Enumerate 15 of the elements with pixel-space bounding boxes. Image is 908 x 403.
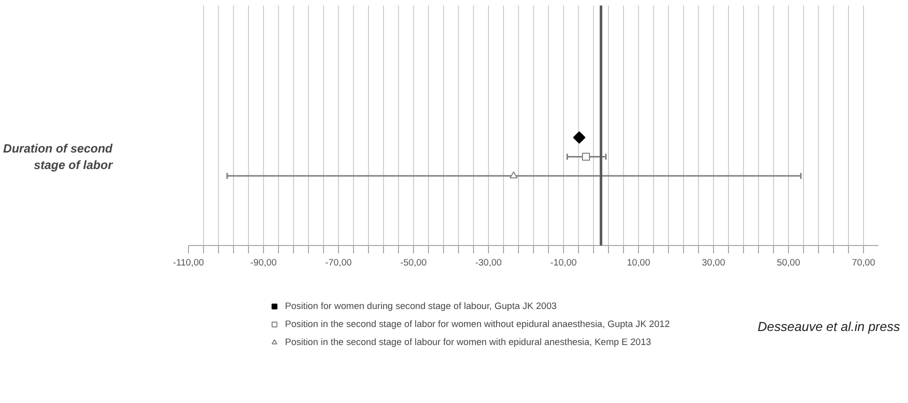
legend-label: Position in the second stage of labour for women with epidural anesthesia, Kemp E 2013 — [285, 337, 652, 347]
x-tick-label: -50,00 — [400, 258, 427, 268]
legend-label: Position for women during second stage of labour, Gupta JK 2003 — [285, 301, 557, 311]
text: Desseauve et al.in press — [758, 318, 900, 336]
y-tick-label: Duration of second stage of labor — [3, 141, 114, 172]
x-tick-label: -110,00 — [173, 258, 204, 268]
x-tick-label: -10,00 — [550, 258, 577, 268]
x-tick-label: 70,00 — [852, 258, 876, 268]
x-tick-label: 10,00 — [626, 258, 650, 268]
x-tick-label: -70,00 — [325, 258, 352, 268]
x-tick-label: -30,00 — [475, 258, 502, 268]
legend-label: Position in the second stage of labor for women without epidural anaesthesia, Gupta JK 2012 — [285, 319, 670, 329]
x-tick-label: 30,00 — [702, 258, 726, 268]
x-tick-label: -90,00 — [250, 258, 277, 268]
x-tick-label: 50,00 — [776, 258, 800, 268]
